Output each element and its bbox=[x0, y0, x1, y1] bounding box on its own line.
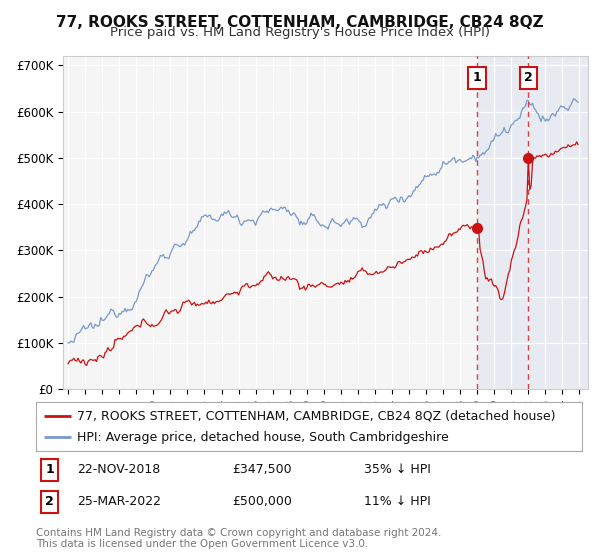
Text: Contains HM Land Registry data © Crown copyright and database right 2024.
This d: Contains HM Land Registry data © Crown c… bbox=[36, 528, 442, 549]
Text: 1: 1 bbox=[473, 71, 482, 84]
Text: £500,000: £500,000 bbox=[233, 496, 292, 508]
Text: 11% ↓ HPI: 11% ↓ HPI bbox=[364, 496, 430, 508]
Text: 25-MAR-2022: 25-MAR-2022 bbox=[77, 496, 161, 508]
Text: 35% ↓ HPI: 35% ↓ HPI bbox=[364, 463, 430, 476]
Text: 77, ROOKS STREET, COTTENHAM, CAMBRIDGE, CB24 8QZ (detached house): 77, ROOKS STREET, COTTENHAM, CAMBRIDGE, … bbox=[77, 409, 556, 422]
Text: £347,500: £347,500 bbox=[233, 463, 292, 476]
Text: 22-NOV-2018: 22-NOV-2018 bbox=[77, 463, 160, 476]
Text: Price paid vs. HM Land Registry's House Price Index (HPI): Price paid vs. HM Land Registry's House … bbox=[110, 26, 490, 39]
Text: 77, ROOKS STREET, COTTENHAM, CAMBRIDGE, CB24 8QZ: 77, ROOKS STREET, COTTENHAM, CAMBRIDGE, … bbox=[56, 15, 544, 30]
Bar bbox=[477, 56, 588, 389]
Text: HPI: Average price, detached house, South Cambridgeshire: HPI: Average price, detached house, Sout… bbox=[77, 431, 449, 444]
Text: 1: 1 bbox=[45, 463, 54, 476]
Text: 2: 2 bbox=[524, 71, 533, 84]
Text: 2: 2 bbox=[45, 496, 54, 508]
